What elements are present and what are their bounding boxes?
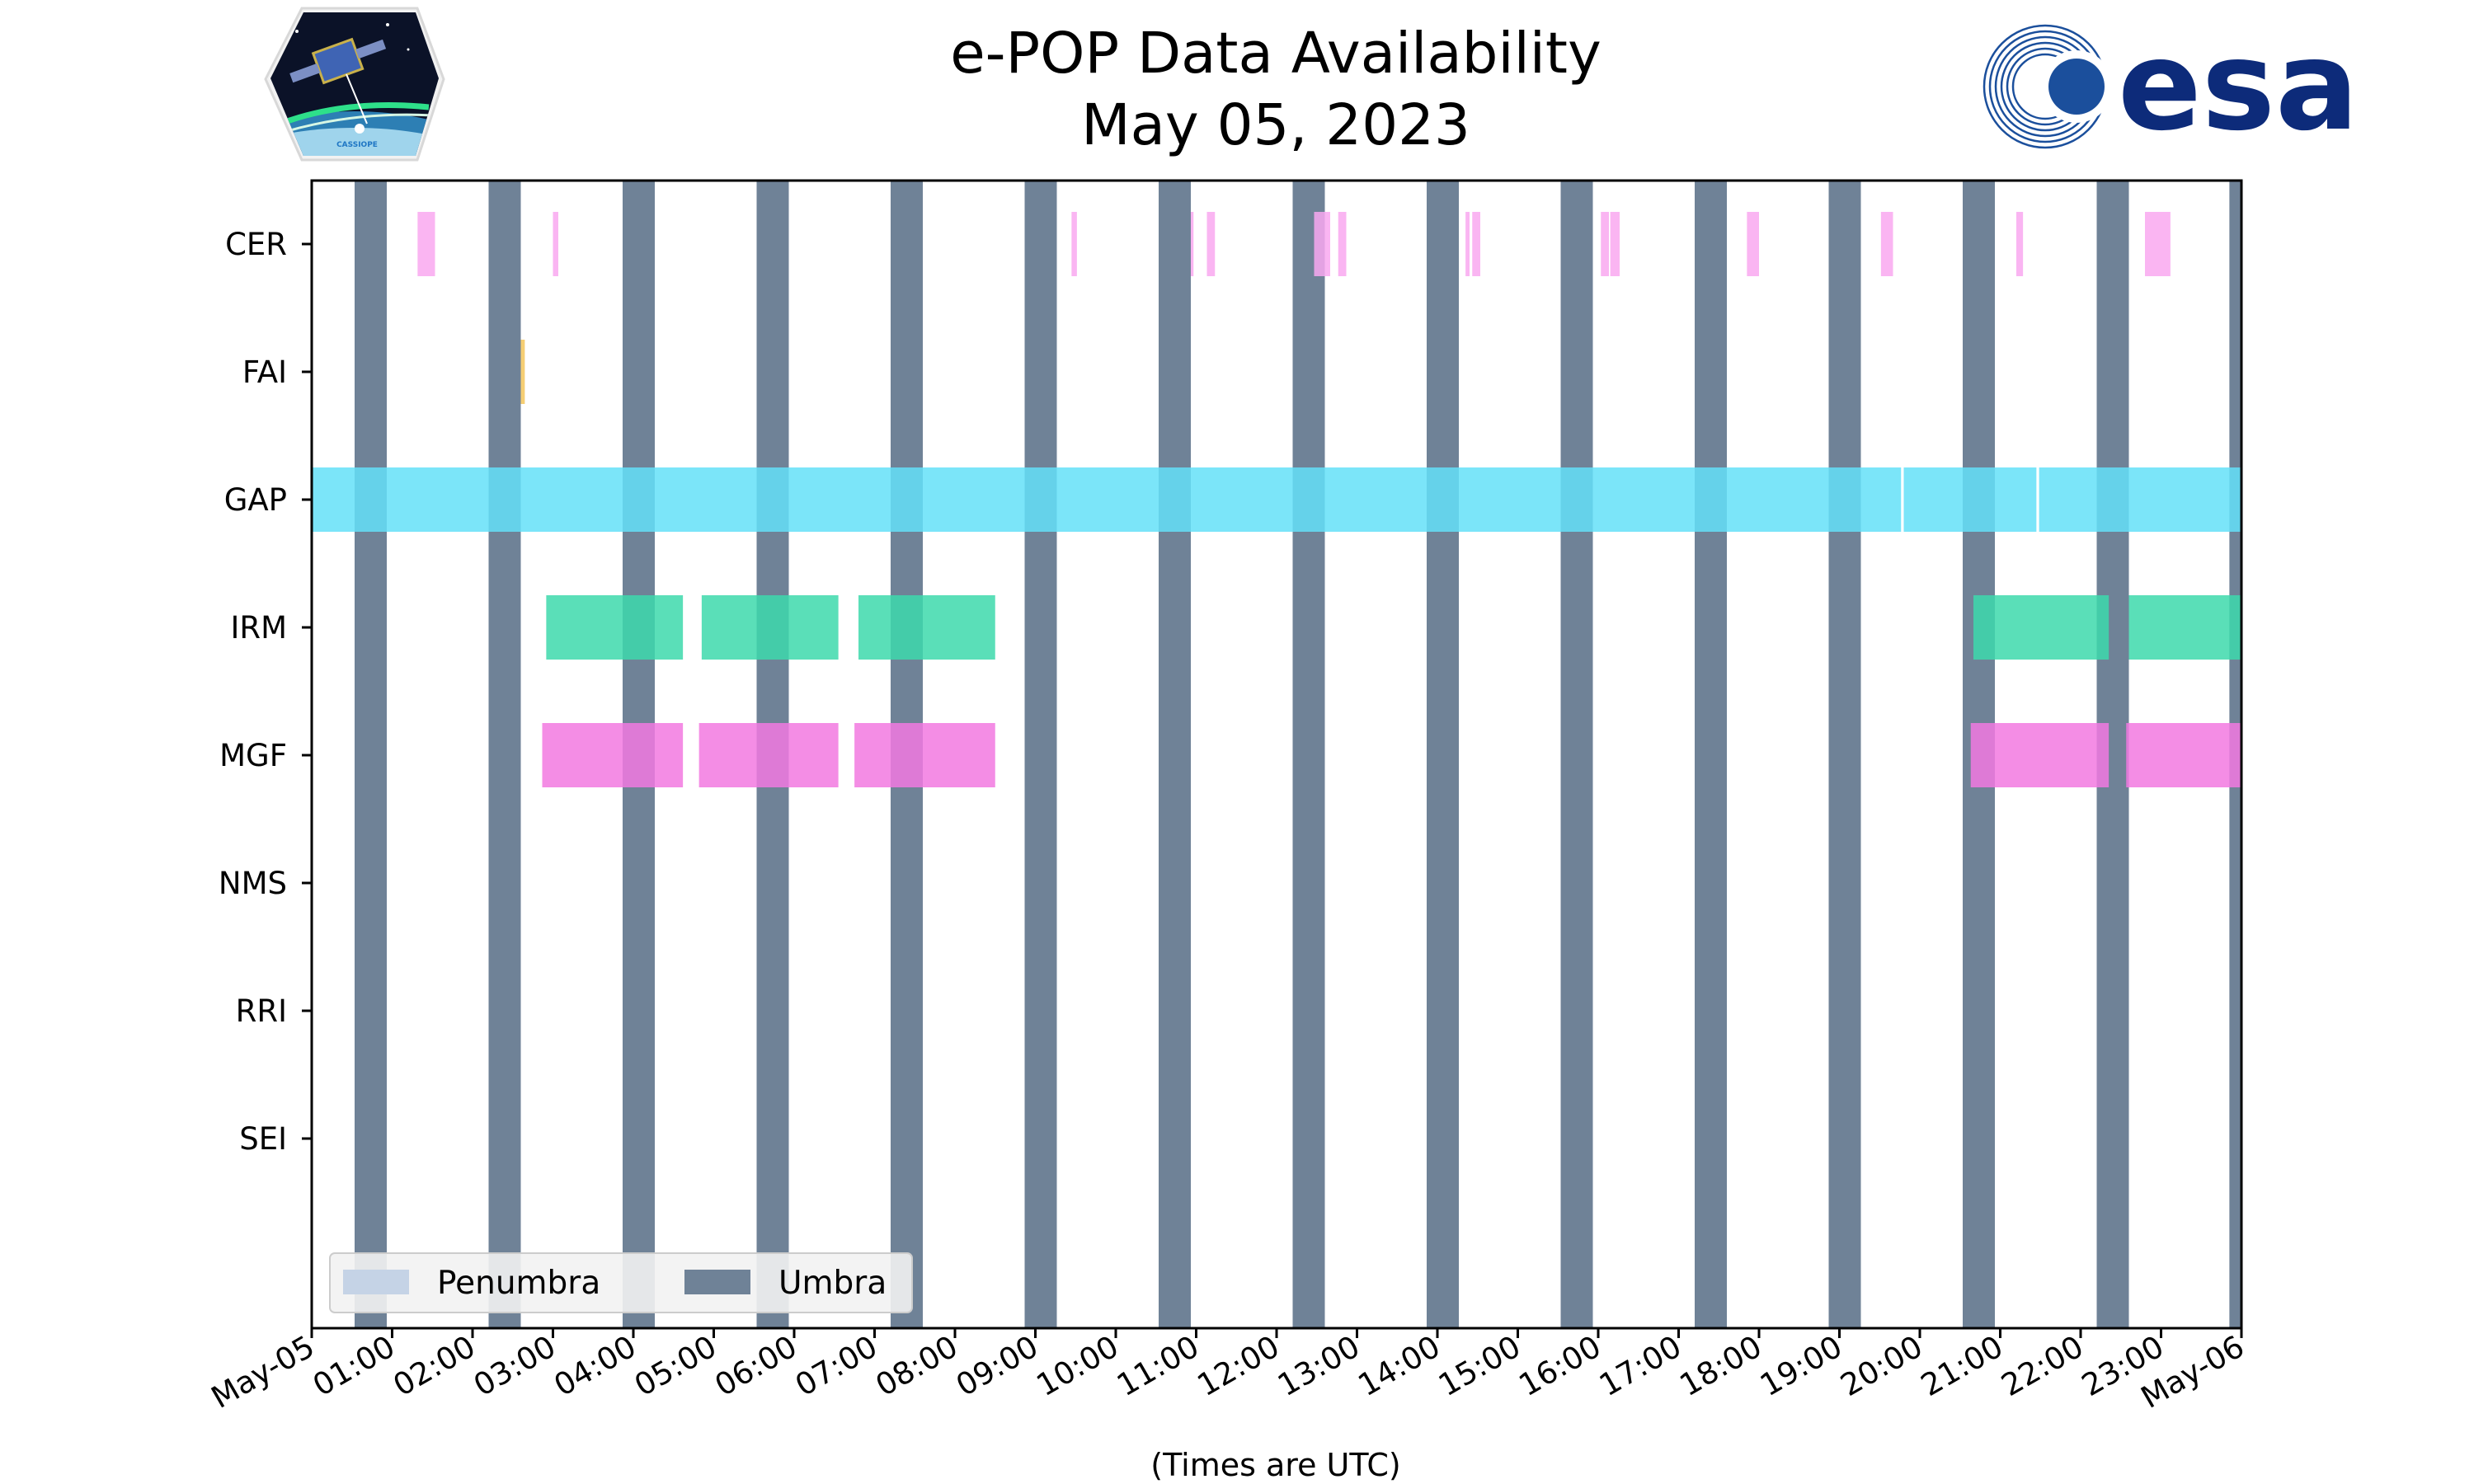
bar-gap xyxy=(312,467,1902,532)
x-tick-label: 04:00 xyxy=(548,1329,642,1404)
bar-cer xyxy=(1610,212,1620,276)
bar-cer xyxy=(1191,212,1194,276)
bar-cer xyxy=(1206,212,1216,276)
y-tick-label: NMS xyxy=(219,866,287,901)
x-tick-label: 02:00 xyxy=(388,1329,482,1404)
legend-label-penumbra: Penumbra xyxy=(437,1265,600,1302)
umbra-band xyxy=(1292,181,1325,1328)
umbra-band xyxy=(1159,181,1191,1328)
y-tick-label: GAP xyxy=(224,482,287,518)
umbra-band xyxy=(1427,181,1459,1328)
x-axis: May-0501:0002:0003:0004:0005:0006:0007:0… xyxy=(205,1328,2251,1416)
bar-mgf xyxy=(2126,723,2241,787)
bar-fai xyxy=(520,340,525,404)
umbra-band xyxy=(488,181,521,1328)
bar-cer xyxy=(1071,212,1077,276)
bar-cer xyxy=(1880,212,1893,276)
umbra-band xyxy=(1695,181,1727,1328)
y-tick-label: MGF xyxy=(219,738,287,773)
y-tick-label: IRM xyxy=(230,610,287,646)
x-tick-label: 07:00 xyxy=(789,1329,883,1404)
umbra-layer xyxy=(355,181,2241,1328)
bar-irm xyxy=(1973,595,2109,660)
bar-cer xyxy=(2016,212,2024,276)
x-tick-label: 21:00 xyxy=(1915,1329,2009,1404)
bar-mgf xyxy=(1970,723,2109,787)
bar-cer xyxy=(2145,212,2171,276)
bar-gap xyxy=(2039,467,2241,532)
x-axis-label: (Times are UTC) xyxy=(1150,1447,1400,1483)
y-tick-label: FAI xyxy=(242,355,287,390)
x-tick-label: 22:00 xyxy=(1996,1329,2090,1404)
bar-irm xyxy=(701,595,839,660)
bar-cer xyxy=(1747,212,1759,276)
bar-cer xyxy=(553,212,558,276)
x-tick-label: 08:00 xyxy=(870,1329,964,1404)
legend-swatch-penumbra xyxy=(343,1270,409,1294)
x-tick-label: 01:00 xyxy=(307,1329,401,1404)
x-tick-label: 11:00 xyxy=(1111,1329,1205,1404)
x-tick-label: 15:00 xyxy=(1432,1329,1526,1404)
legend: Penumbra Umbra xyxy=(329,1252,913,1313)
bar-gap xyxy=(1903,467,2037,532)
chart-subtitle: May 05, 2023 xyxy=(1081,92,1470,158)
x-tick-label: 19:00 xyxy=(1754,1329,1848,1404)
x-tick-label: 03:00 xyxy=(468,1329,562,1404)
x-tick-label: May-05 xyxy=(205,1329,321,1416)
bar-cer xyxy=(1465,212,1470,276)
umbra-band xyxy=(1024,181,1057,1328)
x-tick-label: 12:00 xyxy=(1192,1329,1286,1404)
bar-irm xyxy=(2128,595,2241,660)
bar-cer xyxy=(417,212,435,276)
x-tick-label: 14:00 xyxy=(1352,1329,1446,1404)
x-tick-label: 09:00 xyxy=(950,1329,1044,1404)
bar-cer xyxy=(1472,212,1480,276)
bar-cer xyxy=(1601,212,1609,276)
x-tick-label: 17:00 xyxy=(1593,1329,1687,1404)
umbra-band xyxy=(1560,181,1593,1328)
chart-title: e-POP Data Availability xyxy=(950,21,1602,87)
umbra-band xyxy=(1828,181,1861,1328)
bar-mgf xyxy=(698,723,839,787)
x-tick-label: 05:00 xyxy=(628,1329,722,1404)
y-axis: CER FAI GAP IRM MGF NMS RRI SEI xyxy=(219,227,312,1157)
legend-swatch-umbra xyxy=(684,1270,750,1294)
y-tick-label: CER xyxy=(225,227,287,262)
x-tick-label: 18:00 xyxy=(1674,1329,1768,1404)
legend-box xyxy=(329,1252,913,1313)
bar-irm xyxy=(546,595,684,660)
bar-irm xyxy=(858,595,995,660)
x-tick-label: 16:00 xyxy=(1513,1329,1607,1404)
bars-layer xyxy=(312,212,2241,787)
x-tick-label: 20:00 xyxy=(1835,1329,1929,1404)
bar-cer xyxy=(1314,212,1330,276)
y-tick-label: SEI xyxy=(239,1121,287,1157)
bar-mgf xyxy=(542,723,684,787)
bar-cer xyxy=(1338,212,1347,276)
legend-label-umbra: Umbra xyxy=(778,1265,887,1302)
x-tick-label: 13:00 xyxy=(1272,1329,1366,1404)
umbra-band xyxy=(355,181,387,1328)
y-tick-label: RRI xyxy=(236,993,287,1029)
bar-mgf xyxy=(854,723,995,787)
x-tick-label: 10:00 xyxy=(1031,1329,1125,1404)
x-tick-label: 06:00 xyxy=(709,1329,803,1404)
esa-logo: esa xyxy=(1982,15,2359,158)
cassiope-logo-text: CASSIOPE xyxy=(336,141,378,149)
esa-logo-text: esa xyxy=(2118,15,2359,158)
